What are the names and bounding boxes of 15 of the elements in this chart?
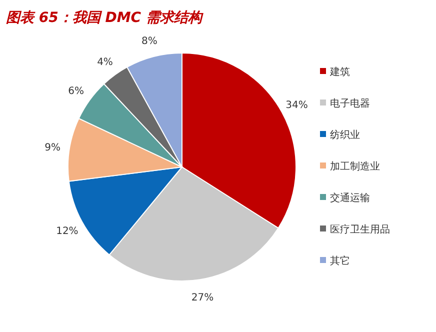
data-label: 4%	[97, 57, 113, 68]
data-label: 12%	[56, 226, 78, 238]
legend-label: 其它	[330, 255, 350, 267]
data-label: 6%	[68, 86, 84, 97]
data-label: 9%	[44, 142, 61, 154]
chart-title: 图表 65：我国 DMC 需求结构	[6, 10, 204, 26]
legend-label: 纺织业	[330, 129, 360, 141]
legend-label: 加工制造业	[330, 160, 380, 172]
data-label: 27%	[191, 292, 214, 304]
legend-label: 交通运输	[330, 192, 370, 204]
data-label: 34%	[286, 100, 308, 111]
legend-label: 电子电器	[330, 98, 370, 110]
legend-label: 建筑	[329, 66, 350, 78]
legend-label: 医疗卫生用品	[330, 224, 390, 236]
data-label: 8%	[141, 36, 158, 48]
